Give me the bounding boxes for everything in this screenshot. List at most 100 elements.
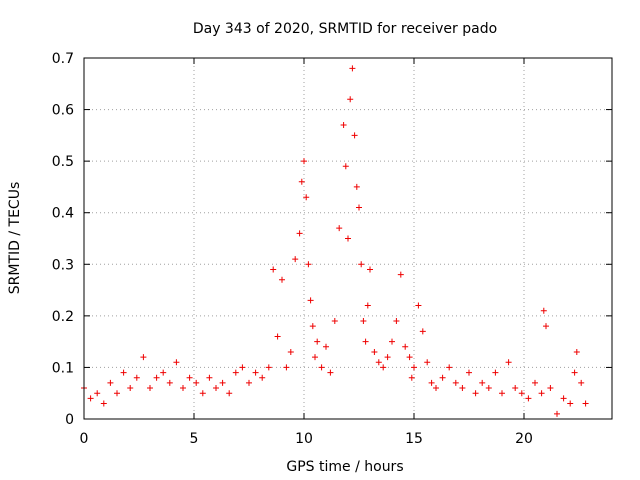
data-point xyxy=(375,359,382,366)
data-point xyxy=(560,395,567,402)
y-tick-label: 0.5 xyxy=(52,154,74,170)
data-point xyxy=(336,225,343,232)
data-point xyxy=(518,390,525,397)
data-point xyxy=(309,323,316,330)
axis-ticks xyxy=(83,57,612,420)
data-point xyxy=(318,364,325,371)
data-point xyxy=(571,369,578,376)
data-point xyxy=(206,374,213,381)
data-point xyxy=(479,379,486,386)
data-point xyxy=(433,385,439,392)
data-point xyxy=(371,348,378,355)
data-point xyxy=(252,369,259,376)
data-point xyxy=(492,369,499,376)
y-tick-label: 0.4 xyxy=(52,206,74,222)
data-point xyxy=(347,96,354,103)
data-point xyxy=(305,261,312,268)
data-point xyxy=(532,379,538,386)
data-point xyxy=(87,395,94,402)
data-point xyxy=(538,390,545,397)
data-point xyxy=(232,369,239,376)
data-point xyxy=(340,122,347,129)
data-point xyxy=(439,374,446,381)
data-point xyxy=(485,385,492,392)
y-tick-label: 0.1 xyxy=(52,360,74,376)
x-axis-label: GPS time / hours xyxy=(286,459,403,475)
data-point xyxy=(543,323,549,330)
data-point xyxy=(127,385,134,392)
data-point xyxy=(428,379,435,386)
y-tick-label: 0.2 xyxy=(52,309,74,325)
data-point xyxy=(239,364,246,371)
data-point xyxy=(512,385,519,392)
data-point xyxy=(402,343,409,350)
data-point xyxy=(292,256,299,263)
y-axis-label: SRMTID / TECUs xyxy=(7,182,23,295)
data-point xyxy=(393,318,400,325)
data-point xyxy=(296,230,303,237)
data-point xyxy=(554,410,560,417)
data-point xyxy=(424,359,431,366)
data-point xyxy=(312,354,318,361)
data-point xyxy=(301,158,307,165)
data-point xyxy=(547,385,554,392)
data-point xyxy=(140,354,147,361)
data-point xyxy=(287,348,294,355)
data-point xyxy=(193,379,200,386)
data-point xyxy=(331,318,338,325)
data-point xyxy=(226,390,233,397)
data-point xyxy=(406,354,413,361)
x-tick-label: 20 xyxy=(515,431,533,447)
data-point xyxy=(270,266,277,273)
data-point xyxy=(356,204,362,211)
data-point xyxy=(133,374,140,381)
grid-lines xyxy=(84,58,612,419)
data-point xyxy=(342,163,349,170)
y-tick-label: 0.6 xyxy=(52,103,74,119)
x-tick-label: 0 xyxy=(80,431,89,447)
data-point xyxy=(94,390,101,397)
data-point xyxy=(567,400,574,407)
data-point xyxy=(389,338,395,345)
data-point xyxy=(213,385,219,392)
data-point xyxy=(283,364,290,371)
data-point xyxy=(360,318,367,325)
data-points xyxy=(81,65,589,417)
data-point xyxy=(345,235,351,242)
data-point xyxy=(298,178,305,185)
data-point xyxy=(279,276,285,283)
data-point xyxy=(349,65,356,72)
data-point xyxy=(166,379,173,386)
x-tick-label: 5 xyxy=(190,431,199,447)
data-point xyxy=(573,348,580,355)
x-tick-label: 15 xyxy=(405,431,423,447)
data-point xyxy=(120,369,127,376)
data-point xyxy=(358,261,365,268)
data-point xyxy=(351,132,358,139)
data-point xyxy=(153,374,160,381)
data-point xyxy=(107,379,114,386)
data-point xyxy=(384,354,391,361)
data-point xyxy=(578,379,585,386)
data-point xyxy=(452,379,459,386)
data-point xyxy=(160,369,167,376)
data-point xyxy=(525,395,532,402)
y-tick-label: 0.7 xyxy=(52,51,74,67)
data-point xyxy=(259,374,266,381)
data-point xyxy=(100,400,107,407)
data-point xyxy=(114,390,120,397)
data-point xyxy=(466,369,472,376)
data-point xyxy=(219,379,226,386)
y-tick-label: 0.3 xyxy=(52,257,74,273)
data-point xyxy=(397,271,404,278)
data-point xyxy=(505,359,512,366)
data-point xyxy=(199,390,206,397)
data-point xyxy=(459,385,466,392)
data-point xyxy=(314,338,321,345)
data-point xyxy=(303,194,310,201)
data-point xyxy=(582,400,589,407)
data-point xyxy=(147,385,153,392)
data-point xyxy=(362,338,369,345)
data-point xyxy=(472,390,479,397)
data-point xyxy=(327,369,334,376)
